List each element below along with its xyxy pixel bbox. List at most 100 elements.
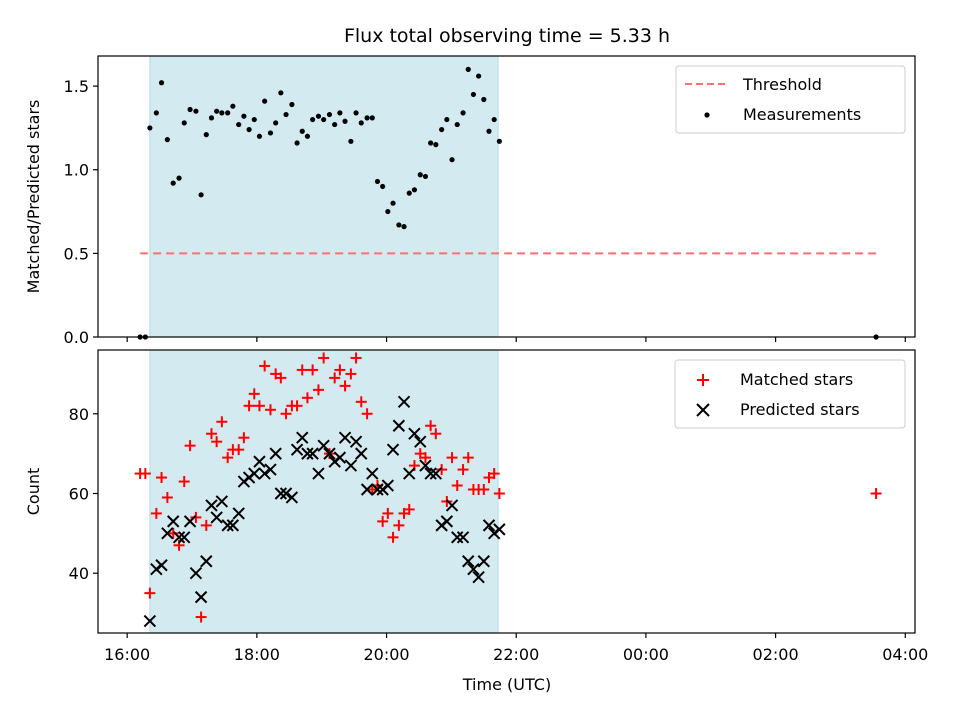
predicted-star-point (167, 515, 180, 528)
measurement-point (164, 137, 170, 143)
predicted-star-point (253, 455, 266, 468)
matched-star-point (318, 352, 330, 364)
matched-star-point (350, 352, 362, 364)
legend-measurement-swatch (704, 112, 710, 118)
predicted-star-point (440, 515, 454, 528)
measurement-point (147, 125, 153, 131)
matched-star-point (307, 364, 319, 376)
matched-star-point (205, 428, 217, 440)
measurement-point (214, 108, 220, 114)
y-tick-label: 40 (69, 564, 89, 583)
measurement-point (476, 73, 482, 79)
y-tick-label: 1.5 (64, 77, 89, 96)
top-y-axis-label: Matched/Predicted stars (24, 100, 43, 294)
measurement-point (374, 178, 381, 185)
measurement-point (283, 111, 289, 118)
matched-star-point (139, 468, 151, 480)
matched-star-point (355, 396, 367, 408)
measurement-point (332, 121, 338, 128)
predicted-star-point (248, 467, 261, 480)
predicted-star-point (371, 483, 384, 496)
measurement-point (358, 120, 364, 126)
matched-star-point (150, 507, 162, 519)
measurement-point (267, 130, 274, 136)
measurement-point (246, 126, 252, 133)
measurement-point (299, 128, 305, 134)
top-axes-frame (97, 55, 916, 338)
predicted-star-point (482, 519, 496, 532)
matched-star-point (190, 511, 202, 523)
measurement-point (315, 113, 322, 119)
predicted-star-point (279, 487, 293, 500)
predicted-star-point (172, 531, 186, 544)
measurement-point (187, 106, 193, 113)
predicted-star-point (493, 523, 506, 536)
predicted-star-point (274, 487, 288, 500)
measurement-point (348, 138, 354, 144)
measurement-point (310, 116, 316, 123)
measurement-point (198, 192, 204, 198)
measurement-point (496, 138, 502, 144)
legend-matched-label: Matched stars (740, 370, 853, 389)
predicted-star-point (381, 479, 395, 492)
measurement-point (390, 200, 396, 206)
predicted-star-point (189, 567, 203, 580)
matched-star-point (334, 364, 346, 376)
legend-predicted-label: Predicted stars (740, 400, 860, 419)
bottom-legend-box (674, 359, 906, 429)
measurement-point (304, 133, 311, 139)
predicted-star-point (419, 459, 432, 472)
measurement-point (439, 126, 445, 133)
measurement-point (428, 140, 434, 146)
top-legend: Threshold Measurements (675, 65, 906, 134)
measurement-point (289, 101, 295, 108)
measurement-point (406, 190, 412, 196)
measurement-point (230, 103, 236, 109)
predicted-star-point (429, 467, 443, 480)
measurement-point (342, 118, 348, 124)
bottom-x-ticks: 16:00 18:00 20:00 22:00 00:00 02:00 04:00 (104, 633, 928, 664)
measurement-points (137, 66, 879, 340)
matched-star-point (248, 388, 260, 400)
top-observing-span (149, 55, 499, 338)
predicted-star-point (296, 431, 309, 444)
predicted-star-point (366, 467, 379, 480)
matched-star-point (233, 444, 245, 456)
legend-matched-swatch (697, 374, 709, 386)
predicted-star-point (403, 467, 416, 480)
matched-star-point (178, 476, 190, 488)
predicted-star-point (323, 447, 336, 460)
predicted-star-point (338, 431, 352, 444)
matched-star-point (312, 384, 324, 396)
matched-star-point (156, 472, 168, 484)
measurement-point (460, 110, 466, 116)
x-tick-label: 20:00 (363, 645, 409, 664)
y-tick-label: 60 (69, 484, 89, 503)
matched-star-point (446, 452, 458, 464)
measurement-point (337, 110, 343, 116)
matched-star-point (377, 515, 389, 527)
matched-star-point (361, 408, 373, 420)
x-tick-label: 04:00 (882, 645, 928, 664)
measurement-point (369, 115, 375, 121)
predicted-star-point (178, 531, 191, 544)
measurement-point (158, 80, 165, 86)
matched-star-point (216, 416, 228, 428)
measurement-point (411, 187, 418, 193)
measurement-point (401, 224, 407, 230)
predicted-star-point (161, 527, 174, 540)
measurement-point (153, 110, 159, 116)
predicted-star-point (226, 519, 240, 532)
x-tick-label: 00:00 (623, 645, 669, 664)
predicted-star-point (408, 427, 421, 440)
matched-star-point (403, 503, 415, 515)
predicted-star-point (269, 447, 282, 460)
bottom-panel: 40 60 80 16:00 18:00 20:00 22:00 00:00 02:00 04:… (24, 349, 928, 694)
measurement-point (353, 110, 359, 116)
measurement-point (380, 183, 386, 190)
predicted-star-point (360, 483, 374, 496)
predicted-star-point (462, 555, 475, 568)
x-tick-label: 02:00 (753, 645, 799, 664)
x-axis-label: Time (UTC) (462, 675, 551, 694)
measurement-point (208, 115, 215, 121)
